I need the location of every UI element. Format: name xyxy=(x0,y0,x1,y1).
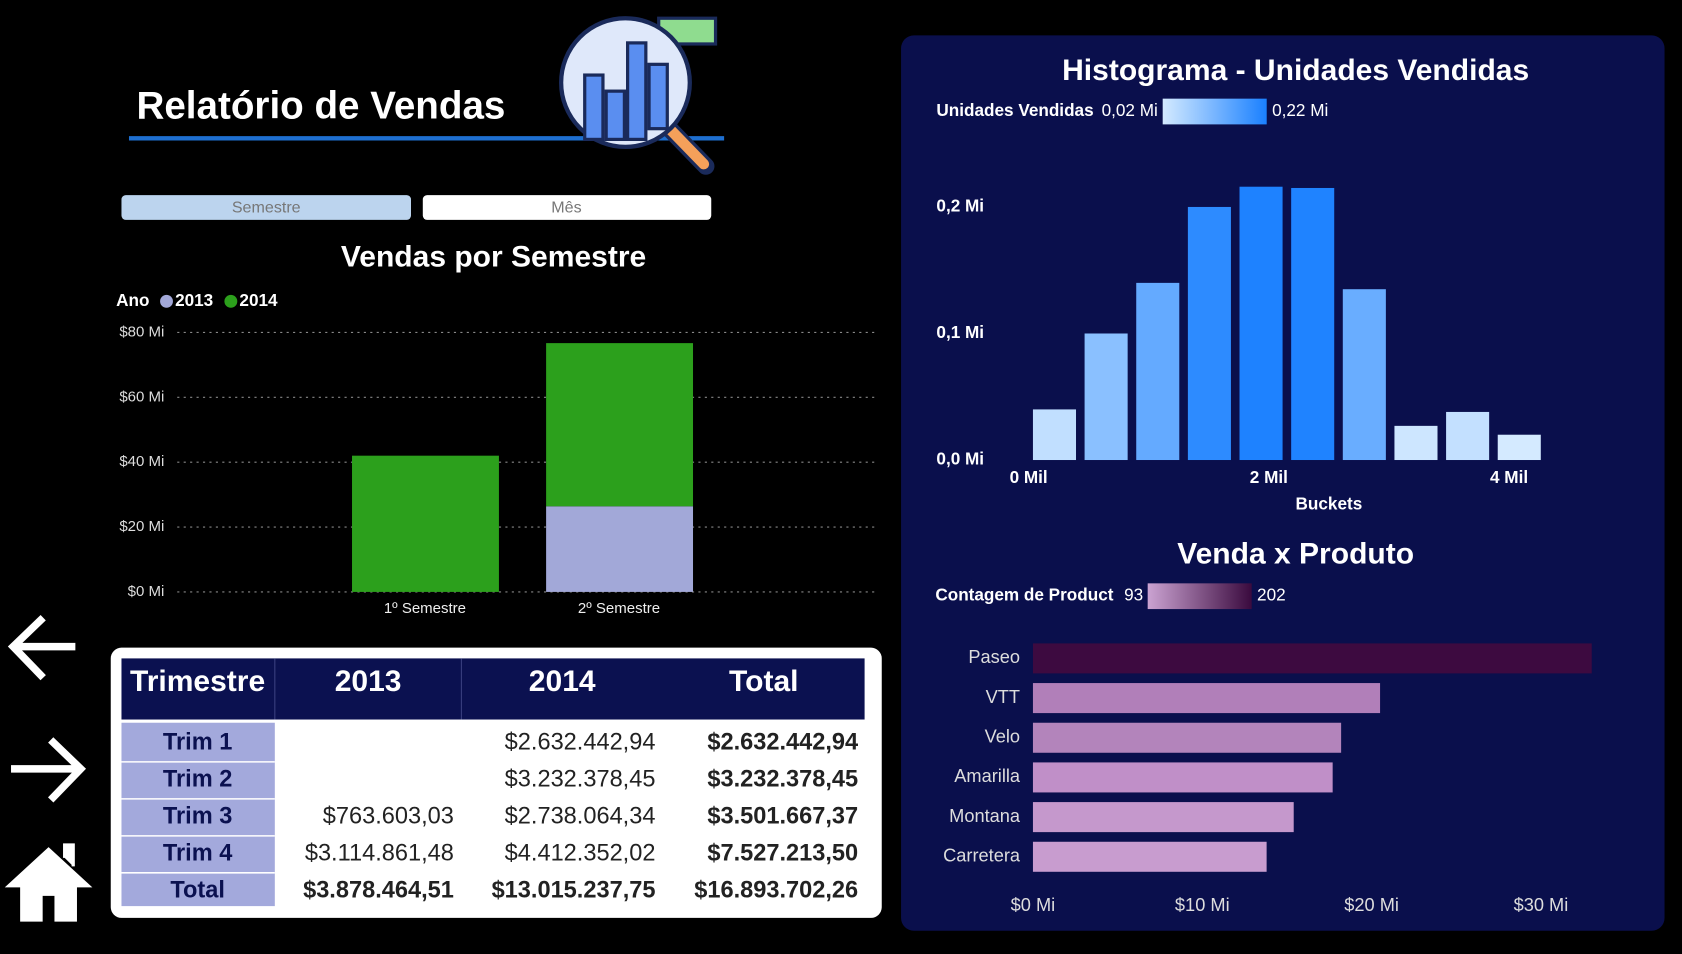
x-tick-label: $10 Mi xyxy=(1175,895,1230,915)
x-axis-label: Buckets xyxy=(1296,494,1363,514)
x-tick-label: $30 Mi xyxy=(1514,895,1569,915)
bar xyxy=(546,506,694,592)
y-tick-label: $80 Mi xyxy=(119,323,164,340)
y-tick-label: 0,0 Mi xyxy=(936,449,984,469)
table-header: Trimestre xyxy=(130,665,265,698)
button-mes[interactable] xyxy=(422,195,712,220)
table-rowlabel-bg xyxy=(121,722,275,907)
chart-title: Histograma - Unidades Vendidas xyxy=(1062,54,1529,87)
legend-title: Contagem de Product xyxy=(935,585,1113,605)
table-header: 2013 xyxy=(335,665,402,698)
histogram-bar xyxy=(1497,434,1541,461)
table-cell: $763.603,03 xyxy=(323,802,454,828)
y-tick-label: 0,2 Mi xyxy=(936,195,984,215)
bar xyxy=(1032,841,1267,872)
table-header: Total xyxy=(729,665,798,698)
icon-bar xyxy=(604,89,627,142)
legend-label: 2014 xyxy=(239,290,278,310)
histogram-bar xyxy=(1394,425,1438,461)
legend-label: 2013 xyxy=(175,290,213,310)
y-tick-label: Amarilla xyxy=(954,766,1021,786)
legend-swatch xyxy=(160,294,173,308)
y-tick-label: 0,1 Mi xyxy=(936,322,984,342)
y-tick-label: $40 Mi xyxy=(119,453,164,470)
y-tick-label: $60 Mi xyxy=(119,388,164,405)
table-row-label: Trim 4 xyxy=(163,839,232,865)
chart-title: Venda x Produto xyxy=(1177,537,1414,570)
table-header-bg xyxy=(121,658,865,720)
table-cell: $2.738.064,34 xyxy=(505,802,656,828)
histogram-bar xyxy=(1239,186,1283,461)
legend-min: 0,02 Mi xyxy=(1102,100,1158,120)
button-semestre[interactable] xyxy=(121,195,412,220)
bar xyxy=(352,455,499,592)
table-header: 2014 xyxy=(529,665,596,698)
table-cell: $2.632.442,94 xyxy=(505,728,656,754)
icon-bar xyxy=(583,73,605,142)
table-row-label: Trim 1 xyxy=(163,728,232,754)
nav-back[interactable] xyxy=(7,614,76,681)
table-cell: $3.501.667,37 xyxy=(707,802,858,828)
table-cell: $3.114.861,48 xyxy=(305,839,454,865)
bar xyxy=(1032,683,1381,714)
table-row-label: Trim 3 xyxy=(163,802,232,828)
x-tick-label: 2º Semestre xyxy=(578,600,660,617)
bar xyxy=(546,343,694,507)
y-tick-label: Carretera xyxy=(943,846,1021,866)
table-cell: $7.527.213,50 xyxy=(707,839,858,865)
table-cell: $3.232.378,45 xyxy=(505,765,656,791)
bar xyxy=(1032,643,1592,674)
table-row-label: Total xyxy=(170,876,225,902)
button-label[interactable]: Semestre xyxy=(232,198,301,216)
y-tick-label: Paseo xyxy=(968,647,1020,667)
x-tick-label: $0 Mi xyxy=(1011,895,1056,915)
icon-handle xyxy=(664,123,710,170)
legend-title: Ano xyxy=(116,290,149,310)
legend-colorbar xyxy=(1147,583,1252,610)
icon-bar xyxy=(626,41,648,142)
histogram-bar xyxy=(1342,289,1386,461)
y-tick-label: $0 Mi xyxy=(128,583,165,600)
legend-max: 202 xyxy=(1257,585,1286,605)
bar xyxy=(1032,802,1294,833)
table-cell: $2.632.442,94 xyxy=(707,728,858,754)
x-tick-label: $20 Mi xyxy=(1344,895,1399,915)
histogram-bar xyxy=(1446,411,1490,461)
y-tick-label: Montana xyxy=(949,806,1021,826)
page-title: Relatório de Vendas xyxy=(136,85,505,128)
legend-max: 0,22 Mi xyxy=(1272,100,1328,120)
table-cell: $3.232.378,45 xyxy=(707,765,858,791)
x-tick-label: 1º Semestre xyxy=(384,600,466,617)
nav-home[interactable] xyxy=(4,843,93,922)
legend-title: Unidades Vendidas xyxy=(936,100,1093,120)
nav-forward[interactable] xyxy=(11,737,87,803)
histogram-bar xyxy=(1032,409,1077,461)
table-cell: $4.412.352,02 xyxy=(505,839,656,865)
x-tick-label: 4 Mil xyxy=(1490,467,1528,487)
button-label[interactable]: Mês xyxy=(551,198,581,216)
legend-min: 93 xyxy=(1124,585,1143,605)
histogram-bar xyxy=(1187,206,1231,461)
table-cell: $16.893.702,26 xyxy=(694,876,858,902)
icon-bar xyxy=(647,62,669,131)
x-tick-label: 0 Mil xyxy=(1010,467,1048,487)
report-icon xyxy=(558,16,718,175)
y-tick-label: VTT xyxy=(986,687,1020,707)
table-cell: $3.878.464,51 xyxy=(303,876,454,902)
table-cell: $13.015.237,75 xyxy=(492,876,656,902)
legend-swatch xyxy=(224,294,238,308)
x-tick-label: 2 Mil xyxy=(1250,467,1288,487)
bar xyxy=(1032,762,1333,793)
table-row-label: Trim 2 xyxy=(163,765,232,791)
histogram-bar xyxy=(1136,282,1180,461)
legend-colorbar xyxy=(1162,98,1267,125)
y-tick-label: $20 Mi xyxy=(119,518,164,535)
histogram-bar xyxy=(1291,187,1335,461)
chart-title: Vendas por Semestre xyxy=(341,240,646,273)
y-tick-label: Velo xyxy=(985,727,1020,747)
histogram-bar xyxy=(1084,333,1128,461)
bar xyxy=(1032,722,1342,753)
